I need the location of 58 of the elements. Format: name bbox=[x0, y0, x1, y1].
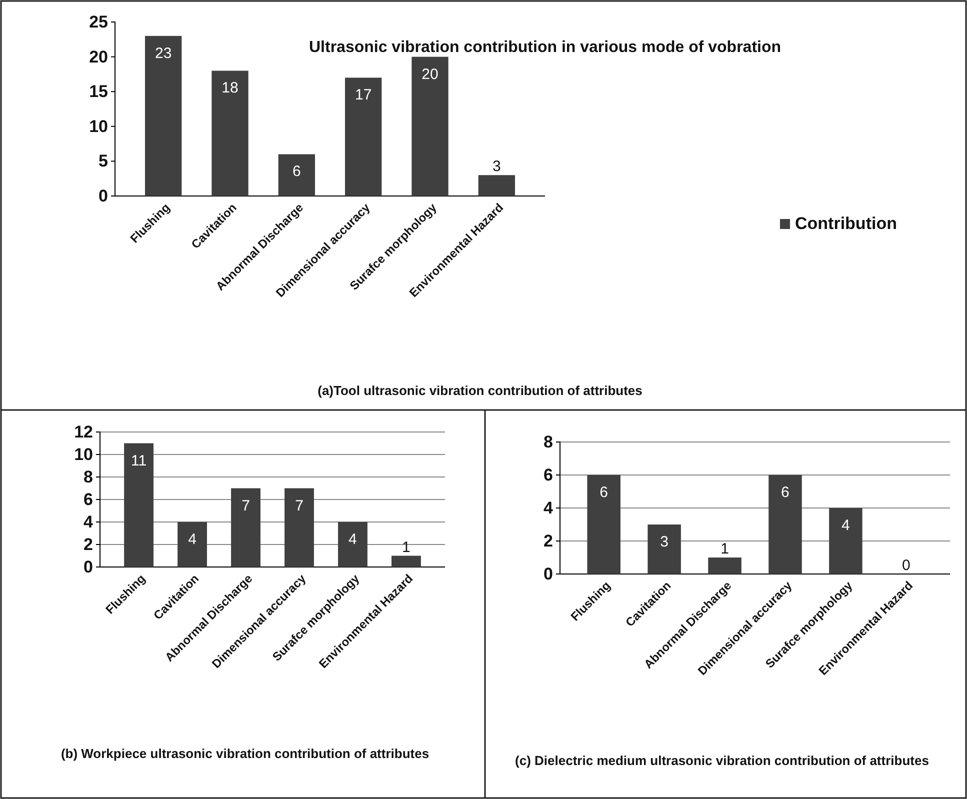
data-label: 3 bbox=[492, 158, 501, 176]
y-tick-label: 8 bbox=[84, 467, 93, 486]
y-tick-label: 8 bbox=[544, 432, 553, 452]
y-tick-label: 4 bbox=[84, 512, 94, 532]
bar bbox=[829, 508, 862, 574]
data-label: 7 bbox=[295, 497, 304, 514]
y-tick-label: 12 bbox=[74, 422, 93, 442]
y-tick-label: 6 bbox=[84, 490, 93, 509]
bar bbox=[278, 154, 315, 196]
bar bbox=[124, 443, 154, 567]
y-tick-label: 5 bbox=[98, 152, 108, 171]
data-label: 0 bbox=[902, 557, 910, 574]
data-label: 4 bbox=[348, 531, 357, 548]
y-tick-label: 0 bbox=[98, 186, 108, 206]
y-tick-label: 4 bbox=[544, 498, 554, 518]
text: (a)Tool ultrasonic vibration contribution of attributes bbox=[318, 383, 642, 398]
data-label: 20 bbox=[422, 66, 438, 83]
bar bbox=[212, 70, 248, 196]
bar bbox=[284, 488, 314, 567]
data-label: 6 bbox=[781, 484, 790, 501]
bar bbox=[587, 475, 620, 574]
bar bbox=[412, 56, 448, 196]
text: (c) Dielectric medium ultrasonic vibration contribution of attributes bbox=[515, 753, 929, 768]
y-tick-label: 0 bbox=[544, 564, 553, 584]
y-tick-label: 20 bbox=[89, 47, 108, 66]
y-tick-label: 2 bbox=[84, 534, 93, 554]
y-tick-label: 2 bbox=[544, 531, 553, 550]
y-tick-label: 10 bbox=[89, 116, 108, 136]
y-tick-label: 15 bbox=[89, 82, 108, 102]
bar bbox=[338, 522, 368, 567]
data-label: 7 bbox=[242, 497, 250, 514]
data-label: 6 bbox=[600, 484, 608, 501]
data-label: 17 bbox=[354, 86, 372, 104]
legend-label: Contribution bbox=[795, 214, 897, 233]
data-label: 6 bbox=[292, 163, 301, 180]
text: Ultrasonic vibration contribution in various mode of vobration bbox=[308, 39, 782, 56]
data-label: 1 bbox=[720, 540, 729, 558]
bar bbox=[231, 488, 260, 567]
bar bbox=[178, 522, 207, 567]
bar bbox=[478, 175, 515, 196]
data-label: 3 bbox=[660, 534, 668, 550]
data-label: 18 bbox=[222, 80, 238, 97]
data-label: 11 bbox=[130, 452, 147, 470]
bar bbox=[345, 78, 382, 196]
y-tick-label: 25 bbox=[89, 12, 108, 32]
data-label: 1 bbox=[402, 538, 410, 556]
y-tick-label: 6 bbox=[544, 465, 553, 484]
data-label: 4 bbox=[188, 531, 196, 548]
bar bbox=[708, 558, 742, 574]
bar bbox=[392, 556, 421, 567]
text: (b) Workpiece ultrasonic vibration contribution of attributes bbox=[60, 746, 430, 761]
y-tick-label: 0 bbox=[84, 557, 93, 576]
data-label: 23 bbox=[154, 44, 172, 62]
y-tick-label: 10 bbox=[74, 444, 93, 464]
bar bbox=[648, 524, 681, 574]
data-label: 4 bbox=[842, 517, 850, 534]
bar bbox=[145, 36, 182, 196]
bar bbox=[768, 475, 802, 574]
